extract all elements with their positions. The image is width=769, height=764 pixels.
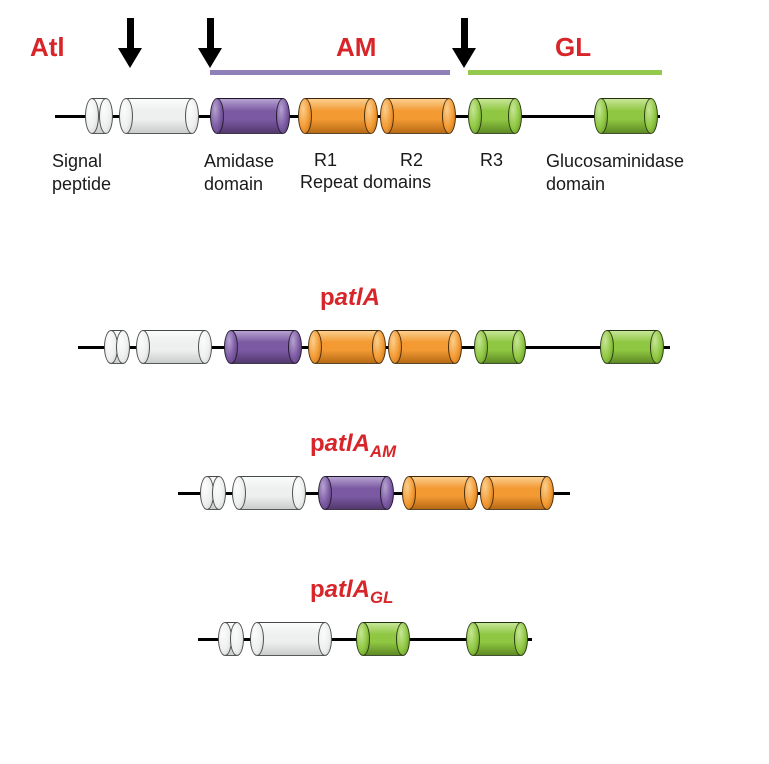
variant-title: patlAAM bbox=[310, 430, 396, 458]
cleavage-arrow-icon bbox=[118, 18, 142, 70]
cleavage-arrow-icon bbox=[452, 18, 476, 70]
am-region-bar bbox=[210, 70, 450, 75]
variant-title: patlA bbox=[320, 284, 380, 312]
domain-label: R3 bbox=[480, 150, 503, 171]
domain-track bbox=[0, 476, 769, 510]
domain-label: R1 bbox=[314, 150, 337, 171]
grey-domain-cylinder bbox=[119, 98, 199, 134]
grey-domain-cylinder bbox=[250, 622, 332, 656]
orange-domain-cylinder bbox=[402, 476, 478, 510]
grey-domain-cylinder bbox=[232, 476, 306, 510]
green-domain-cylinder bbox=[466, 622, 528, 656]
domain-label: Signalpeptide bbox=[52, 150, 111, 195]
domain-track bbox=[0, 622, 769, 656]
orange-domain-cylinder bbox=[380, 98, 456, 134]
green-domain-cylinder bbox=[356, 622, 410, 656]
grey-domain-cylinder bbox=[136, 330, 212, 364]
domain-label: Repeat domains bbox=[300, 172, 431, 193]
grey-domain-cylinder bbox=[85, 98, 113, 134]
domain-track bbox=[0, 98, 769, 134]
green-domain-cylinder bbox=[594, 98, 658, 134]
gl-region-label: GL bbox=[555, 32, 591, 63]
diagram-canvas: Atl AM GL Signalpeptide Amidasedomain R1 R2 R3 R… bbox=[0, 0, 769, 764]
variant-title: patlAGL bbox=[310, 576, 393, 604]
orange-domain-cylinder bbox=[308, 330, 386, 364]
purple-domain-cylinder bbox=[224, 330, 302, 364]
atl-title: Atl bbox=[30, 32, 65, 63]
domain-track bbox=[0, 330, 769, 364]
green-domain-cylinder bbox=[468, 98, 522, 134]
grey-domain-cylinder bbox=[218, 622, 244, 656]
grey-domain-cylinder bbox=[200, 476, 226, 510]
orange-domain-cylinder bbox=[480, 476, 554, 510]
gl-region-bar bbox=[468, 70, 662, 75]
green-domain-cylinder bbox=[600, 330, 664, 364]
cleavage-arrow-icon bbox=[198, 18, 222, 70]
orange-domain-cylinder bbox=[388, 330, 462, 364]
orange-domain-cylinder bbox=[298, 98, 378, 134]
domain-label: Glucosaminidasedomain bbox=[546, 150, 684, 195]
am-region-label: AM bbox=[336, 32, 376, 63]
domain-label: R2 bbox=[400, 150, 423, 171]
grey-domain-cylinder bbox=[104, 330, 130, 364]
purple-domain-cylinder bbox=[210, 98, 290, 134]
purple-domain-cylinder bbox=[318, 476, 394, 510]
green-domain-cylinder bbox=[474, 330, 526, 364]
domain-label: Amidasedomain bbox=[204, 150, 274, 195]
